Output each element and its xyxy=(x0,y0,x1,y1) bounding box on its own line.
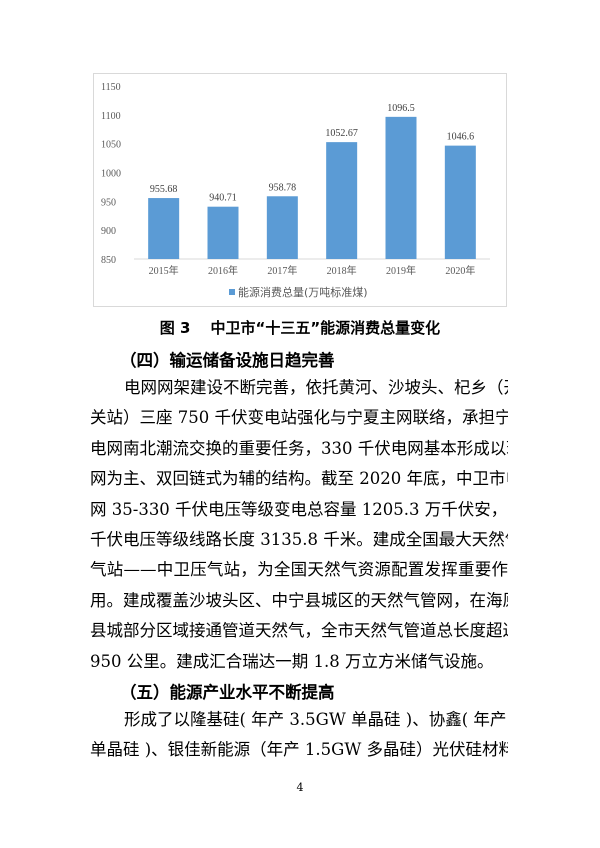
chart-svg: 850 900 950 1000 1050 1100 1150 955.68 2015年 940.… xyxy=(101,82,490,299)
page-number: 4 xyxy=(296,781,304,794)
bar xyxy=(148,198,180,259)
paragraph-line: 网为主、双回链式为辅的结构。截至 2020 年底，中卫市电 xyxy=(90,469,508,489)
x-tick-label: 2019年 xyxy=(386,264,416,277)
x-tick-label: 2020年 xyxy=(445,264,475,277)
bar xyxy=(444,145,476,259)
y-tick-label: 1150 xyxy=(101,82,121,93)
paragraph-line: 县城部分区域接通管道天然气，全市天然气管道总长度超过 xyxy=(90,621,508,641)
paragraph-line: 形成了以隆基硅( 年产 3.5GW 单晶硅 )、协鑫( 年产 2GW xyxy=(124,710,508,729)
y-tick-label: 1050 xyxy=(101,140,121,151)
paragraph-line: 用。建成覆盖沙坡头区、中宁县城区的天然气管网，在海原 xyxy=(90,590,508,610)
paragraph-line: 千伏电压等级线路长度 3135.8 千米。建成全国最大天然气压 xyxy=(90,530,508,549)
legend-label: 能源消费总量(万吨标准煤) xyxy=(238,285,368,299)
bar xyxy=(385,116,417,259)
section-heading-4: （四）输运储备设施日趋完善 xyxy=(120,351,335,370)
bar xyxy=(266,196,298,259)
paragraph-line: 电网网架建设不断完善，依托黄河、沙坡头、杞乡（开 xyxy=(124,378,508,397)
section-heading-5: （五）能源产业水平不断提高 xyxy=(120,683,335,702)
paragraph-line: 单晶硅 )、银佳新能源（年产 1.5GW 多晶硅）光伏硅材料生 xyxy=(90,740,508,760)
bar xyxy=(207,206,239,259)
y-tick-label: 1100 xyxy=(101,111,121,122)
paragraph-line: 气站——中卫压气站，为全国天然气资源配置发挥重要作 xyxy=(90,560,508,580)
figure-caption: 图 3 中卫市“十三五”能源消费总量变化 xyxy=(0,317,600,338)
y-tick-label: 950 xyxy=(101,197,116,208)
data-label: 1046.6 xyxy=(447,132,475,143)
bar xyxy=(326,142,358,259)
y-tick-label: 1000 xyxy=(101,169,121,180)
figure-title: 中卫市“十三五”能源消费总量变化 xyxy=(210,319,441,337)
data-label: 958.78 xyxy=(269,182,297,193)
legend-swatch xyxy=(229,289,235,295)
x-tick-label: 2016年 xyxy=(208,264,238,277)
bar-chart: 850 900 950 1000 1050 1100 1150 955.68 2015年 940.… xyxy=(93,73,507,307)
data-label: 1052.67 xyxy=(325,128,358,139)
y-tick-label: 900 xyxy=(101,226,116,237)
paragraph-line: 电网南北潮流交换的重要任务，330 千伏电网基本形成以环 xyxy=(90,438,508,458)
x-tick-label: 2015年 xyxy=(149,264,179,277)
x-tick-label: 2017年 xyxy=(267,264,297,277)
paragraph-line: 950 公里。建成汇合瑞达一期 1.8 万立方米储气设施。 xyxy=(90,651,494,671)
figure-number: 图 3 xyxy=(159,319,191,337)
paragraph-line: 网 35-330 千伏电压等级变电总容量 1205.3 万千伏安，35-330 xyxy=(90,499,508,519)
x-tick-label: 2018年 xyxy=(327,264,357,277)
data-label: 955.68 xyxy=(150,184,178,195)
paragraph-line: 关站）三座 750 千伏变电站强化与宁夏主网联络，承担宁夏 xyxy=(90,408,508,428)
data-label: 940.71 xyxy=(209,193,237,204)
y-tick-label: 850 xyxy=(101,255,116,266)
data-label: 1096.5 xyxy=(387,103,415,114)
